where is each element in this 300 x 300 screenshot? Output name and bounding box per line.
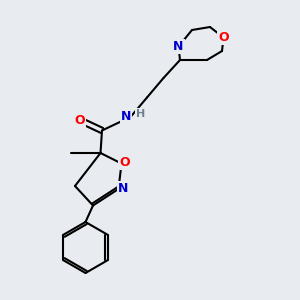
Text: H: H <box>136 109 146 119</box>
Text: N: N <box>121 110 131 124</box>
Text: O: O <box>218 31 229 44</box>
Text: O: O <box>119 155 130 169</box>
Text: N: N <box>173 40 184 53</box>
Text: O: O <box>74 113 85 127</box>
Text: N: N <box>118 182 128 196</box>
